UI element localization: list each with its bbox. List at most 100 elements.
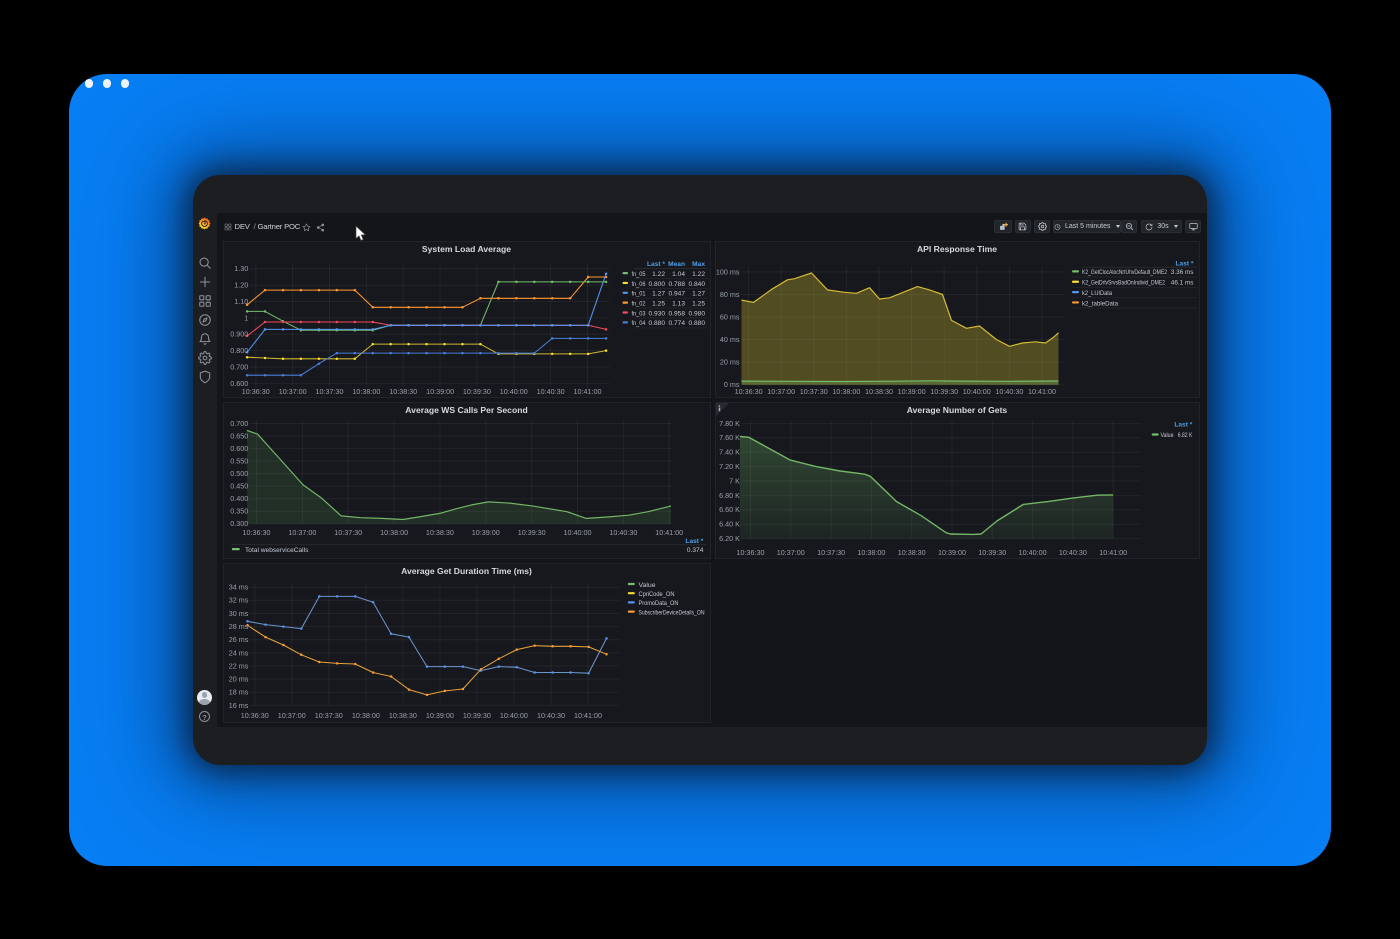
svg-text:0.840: 0.840 [688, 280, 705, 287]
svg-text:1.22: 1.22 [652, 270, 665, 277]
svg-text:10:39:30: 10:39:30 [517, 527, 545, 536]
svg-text:CpriCode_ON: CpriCode_ON [638, 591, 674, 598]
svg-text:1.20: 1.20 [234, 280, 248, 289]
svg-text:0.600: 0.600 [230, 444, 248, 453]
svg-text:Value: Value [638, 581, 655, 588]
svg-text:0 ms: 0 ms [723, 380, 739, 389]
svg-text:10:41:00: 10:41:00 [574, 710, 602, 719]
svg-text:10:39:30: 10:39:30 [462, 710, 490, 719]
svg-text:10:40:00: 10:40:00 [962, 386, 990, 395]
svg-text:0.650: 0.650 [230, 431, 248, 440]
svg-text:7 K: 7 K [729, 476, 740, 485]
svg-text:10:41:00: 10:41:00 [1028, 386, 1056, 395]
svg-text:10:40:30: 10:40:30 [995, 386, 1023, 395]
svg-text:K2_GetDrlvSrvsBadOnIndivid_DME: K2_GetDrlvSrvsBadOnIndivid_DME2 [1082, 279, 1165, 286]
svg-text:60 ms: 60 ms [719, 312, 739, 321]
svg-text:10:39:00: 10:39:00 [897, 386, 925, 395]
svg-text:7.80 K: 7.80 K [719, 418, 740, 427]
svg-text:6.20 K: 6.20 K [719, 534, 740, 543]
svg-text:10:38:00: 10:38:00 [832, 386, 860, 395]
svg-text:34 ms: 34 ms [228, 582, 248, 591]
svg-text:10:37:30: 10:37:30 [314, 710, 342, 719]
svg-text:0.788: 0.788 [668, 280, 685, 287]
svg-text:10:37:00: 10:37:00 [277, 710, 305, 719]
svg-text:10:39:30: 10:39:30 [978, 547, 1006, 556]
svg-text:100 ms: 100 ms [716, 267, 740, 276]
svg-text:32 ms: 32 ms [228, 595, 248, 604]
svg-text:10:41:00: 10:41:00 [1099, 547, 1127, 556]
svg-text:0.450: 0.450 [230, 481, 248, 490]
svg-text:10:40:00: 10:40:00 [1018, 547, 1046, 556]
svg-text:10:39:00: 10:39:00 [426, 386, 454, 395]
svg-text:fn_02: fn_02 [631, 300, 645, 307]
svg-text:0.700: 0.700 [230, 362, 248, 371]
svg-text:10:38:00: 10:38:00 [380, 527, 408, 536]
svg-text:28 ms: 28 ms [228, 622, 248, 631]
svg-text:46.1 ms: 46.1 ms [1170, 279, 1193, 286]
svg-text:6.60 K: 6.60 K [719, 505, 740, 514]
svg-text:10:40:30: 10:40:30 [609, 527, 637, 536]
svg-text:10:38:00: 10:38:00 [352, 386, 380, 395]
svg-text:fn_05: fn_05 [631, 270, 645, 277]
svg-text:6.40 K: 6.40 K [719, 519, 740, 528]
svg-text:10:37:00: 10:37:00 [278, 386, 306, 395]
svg-text:22 ms: 22 ms [228, 661, 248, 670]
svg-text:10:40:30: 10:40:30 [536, 386, 564, 395]
svg-text:k2_tableData: k2_tableData [1082, 300, 1118, 307]
svg-text:fn_04: fn_04 [631, 320, 645, 327]
svg-text:Last *: Last * [1174, 421, 1192, 428]
svg-text:10:40:00: 10:40:00 [499, 386, 527, 395]
svg-text:1.27: 1.27 [652, 290, 665, 297]
svg-text:10:37:30: 10:37:30 [315, 386, 343, 395]
svg-text:fn_06: fn_06 [631, 280, 645, 287]
svg-text:0.930: 0.930 [648, 310, 665, 317]
svg-text:0.880: 0.880 [648, 320, 665, 327]
svg-text:0.880: 0.880 [688, 320, 705, 327]
svg-text:20 ms: 20 ms [228, 674, 248, 683]
svg-text:fn_01: fn_01 [631, 290, 645, 297]
svg-text:0.947: 0.947 [668, 290, 685, 297]
svg-text:10:36:30: 10:36:30 [736, 547, 764, 556]
svg-text:10:36:30: 10:36:30 [240, 710, 268, 719]
svg-text:0.500: 0.500 [230, 469, 248, 478]
svg-text:0.300: 0.300 [230, 519, 248, 528]
svg-text:10:41:00: 10:41:00 [655, 527, 683, 536]
svg-text:10:40:00: 10:40:00 [499, 710, 527, 719]
svg-text:10:37:30: 10:37:30 [817, 547, 845, 556]
svg-text:0.350: 0.350 [230, 506, 248, 515]
svg-text:40 ms: 40 ms [719, 335, 739, 344]
svg-text:10:38:00: 10:38:00 [351, 710, 379, 719]
svg-text:1: 1 [244, 313, 248, 322]
svg-text:10:39:00: 10:39:00 [425, 710, 453, 719]
svg-text:0.550: 0.550 [230, 456, 248, 465]
svg-text:10:37:00: 10:37:00 [767, 386, 795, 395]
svg-text:7.20 K: 7.20 K [719, 462, 740, 471]
svg-text:Mean: Mean [668, 261, 685, 268]
svg-text:10:36:30: 10:36:30 [241, 386, 269, 395]
svg-text:10:39:30: 10:39:30 [462, 386, 490, 395]
svg-text:30 ms: 30 ms [228, 608, 248, 617]
svg-text:0.774: 0.774 [668, 320, 685, 327]
svg-text:k2_LUIData: k2_LUIData [1082, 289, 1112, 296]
svg-text:16 ms: 16 ms [228, 700, 248, 709]
svg-text:10:36:30: 10:36:30 [242, 527, 270, 536]
svg-text:10:39:00: 10:39:00 [938, 547, 966, 556]
svg-text:7.40 K: 7.40 K [719, 447, 740, 456]
svg-text:10:37:00: 10:37:00 [288, 527, 316, 536]
svg-text:3.36 ms: 3.36 ms [1170, 269, 1193, 276]
svg-text:18 ms: 18 ms [228, 687, 248, 696]
svg-text:6.80 K: 6.80 K [719, 490, 740, 499]
svg-text:10:39:00: 10:39:00 [471, 527, 499, 536]
svg-text:10:36:30: 10:36:30 [734, 386, 762, 395]
svg-text:10:37:30: 10:37:30 [799, 386, 827, 395]
svg-text:Max: Max [692, 261, 705, 268]
svg-text:10:40:30: 10:40:30 [537, 710, 565, 719]
svg-text:0.958: 0.958 [668, 310, 685, 317]
svg-text:7.60 K: 7.60 K [719, 433, 740, 442]
svg-text:Last *: Last * [685, 537, 703, 544]
svg-text:1.10: 1.10 [234, 296, 248, 305]
svg-text:10:38:00: 10:38:00 [857, 547, 885, 556]
svg-text:0.800: 0.800 [230, 346, 248, 355]
svg-text:1.22: 1.22 [692, 270, 705, 277]
svg-text:10:38:30: 10:38:30 [425, 527, 453, 536]
